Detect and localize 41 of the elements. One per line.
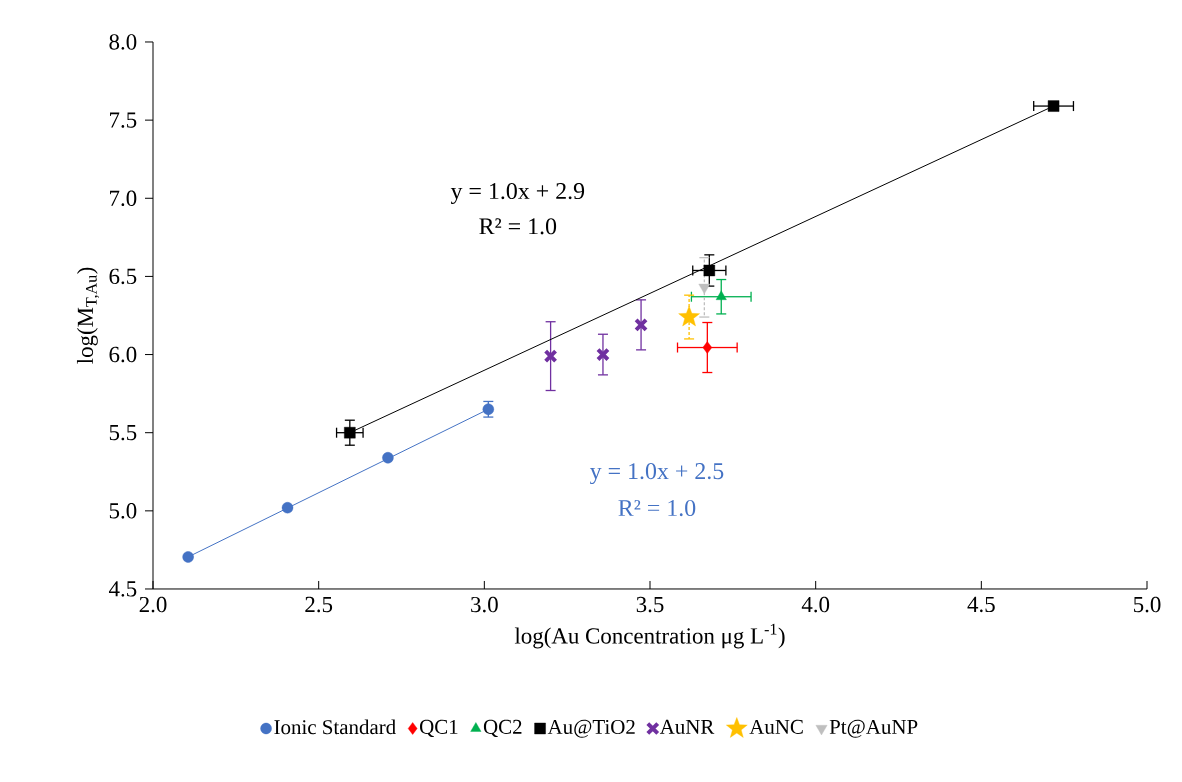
legend-label: AuNC [749,719,803,734]
y-tick-label: 6.5 [109,268,137,285]
point [702,341,713,354]
y-tick-label: 5.0 [109,503,137,519]
point [634,317,649,332]
annotation: R² = 1.0 [618,499,696,517]
point [281,502,294,514]
y-axis-title: log(M$_{T,Au}$) [76,267,100,364]
legend-label: Ionic Standard [274,719,396,735]
x-tick-label: 2.5 [305,596,333,613]
point [1047,100,1060,112]
point [698,283,711,295]
annotation: R² = 1.0 [479,218,557,235]
point [703,264,716,277]
point [543,349,558,364]
point [344,427,356,439]
y-tick-label: 7.5 [110,112,137,128]
y-tick-label: 6.0 [109,346,137,363]
point [596,347,610,362]
x-tick-label: 4.0 [801,596,830,613]
x-tick-label: 2.0 [139,596,167,613]
y-tick-label: 5.5 [109,425,137,441]
x-tick-label: 3.0 [471,596,498,613]
y-tick-label: 8.0 [109,34,137,50]
point [382,452,394,464]
x-tick-label: 4.5 [967,596,995,613]
x-axis-title: log(Au Concentration μg L$^{-1}$) [514,623,785,649]
legend-label: AuNR [659,719,715,734]
annotation: y = 1.0x + 2.9 [450,182,585,205]
x-tick-label: 3.5 [636,596,664,613]
y-tick-label: 4.5 [108,581,137,597]
legend-label: Pt@AuNP [829,719,918,738]
y-tick-label: 7.0 [110,190,137,207]
legend-label: QC2 [483,719,522,738]
annotation: y = 1.0x + 2.5 [589,463,724,485]
point [678,305,700,327]
legend-label: QC1 [420,719,458,738]
legend-label: Au@TiO2 [547,719,635,738]
x-tick-label: 5.0 [1134,596,1161,613]
point [715,290,727,300]
point [182,551,194,563]
